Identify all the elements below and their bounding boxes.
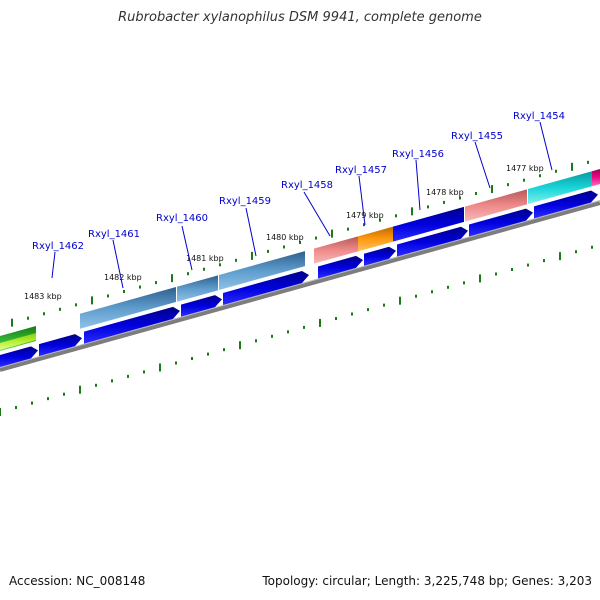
gene-segment[interactable] xyxy=(177,275,218,302)
cds-arrow[interactable] xyxy=(318,255,363,279)
topology-summary: Topology: circular; Length: 3,225,748 bp… xyxy=(262,574,592,588)
genome-backbone xyxy=(0,201,600,372)
cds-arrow[interactable] xyxy=(39,334,82,357)
gene-leader-line xyxy=(245,207,257,257)
gene-leader-line xyxy=(358,175,366,226)
gene-label-rxyl-1460[interactable]: Rxyl_1460 xyxy=(156,213,208,224)
gene-leader-line xyxy=(303,191,331,237)
kbp-label: 1480 kbp xyxy=(266,233,304,242)
gene-label-rxyl-1454[interactable]: Rxyl_1454 xyxy=(513,111,565,122)
kbp-label: 1479 kbp xyxy=(346,211,384,220)
cds-arrow[interactable] xyxy=(397,226,468,257)
gene-segment[interactable] xyxy=(465,189,527,222)
cds-arrow[interactable] xyxy=(223,270,309,305)
gene-label-rxyl-1456[interactable]: Rxyl_1456 xyxy=(392,149,444,160)
lower-tick-row xyxy=(0,245,593,416)
gene-label-rxyl-1457[interactable]: Rxyl_1457 xyxy=(335,165,387,176)
gene-segment[interactable] xyxy=(358,226,393,252)
kbp-label: 1481 kbp xyxy=(186,254,224,263)
gene-leader-line xyxy=(112,239,124,289)
gene-segment[interactable] xyxy=(592,169,600,187)
cds-arrow[interactable] xyxy=(469,208,533,237)
kbp-label: 1478 kbp xyxy=(426,188,464,197)
cds-arrow[interactable] xyxy=(84,306,180,344)
gene-label-rxyl-1455[interactable]: Rxyl_1455 xyxy=(451,131,503,142)
gene-labels: Rxyl_1462 Rxyl_1461 Rxyl_1460 Rxyl_1459 … xyxy=(32,111,565,289)
kbp-label: 1482 kbp xyxy=(104,273,142,282)
gene-label-rxyl-1458[interactable]: Rxyl_1458 xyxy=(281,180,333,191)
gene-segment[interactable] xyxy=(528,171,592,205)
gene-leader-line xyxy=(51,251,56,279)
accession-text: Accession: NC_008148 xyxy=(9,574,146,588)
gene-label-rxyl-1462[interactable]: Rxyl_1462 xyxy=(32,241,84,252)
cds-track xyxy=(0,190,598,367)
gene-leader-line xyxy=(415,159,421,211)
cds-arrow[interactable] xyxy=(0,346,38,367)
upper-tick-row xyxy=(11,160,589,327)
gene-segment[interactable] xyxy=(80,287,176,329)
gene-label-rxyl-1461[interactable]: Rxyl_1461 xyxy=(88,229,140,240)
gene-track xyxy=(0,169,600,351)
gene-label-rxyl-1459[interactable]: Rxyl_1459 xyxy=(219,196,271,207)
kbp-label: 1477 kbp xyxy=(506,164,544,173)
gene-leader-line xyxy=(181,225,193,271)
gene-segment[interactable] xyxy=(393,206,464,242)
gene-segment[interactable] xyxy=(314,236,358,264)
gene-leader-line xyxy=(474,141,491,189)
kbp-labels: 1483 kbp 1482 kbp 1481 kbp 1480 kbp 1479… xyxy=(24,164,544,301)
cds-arrow[interactable] xyxy=(534,190,598,219)
map-title: Rubrobacter xylanophilus DSM 9941, compl… xyxy=(118,10,482,25)
gene-segment[interactable] xyxy=(0,332,36,350)
cds-arrow[interactable] xyxy=(181,295,222,317)
kbp-label: 1483 kbp xyxy=(24,292,62,301)
gene-segment[interactable] xyxy=(219,251,305,291)
gene-leader-line xyxy=(539,121,553,171)
cds-arrow[interactable] xyxy=(364,246,396,266)
genome-backbone-highlight xyxy=(0,200,600,368)
